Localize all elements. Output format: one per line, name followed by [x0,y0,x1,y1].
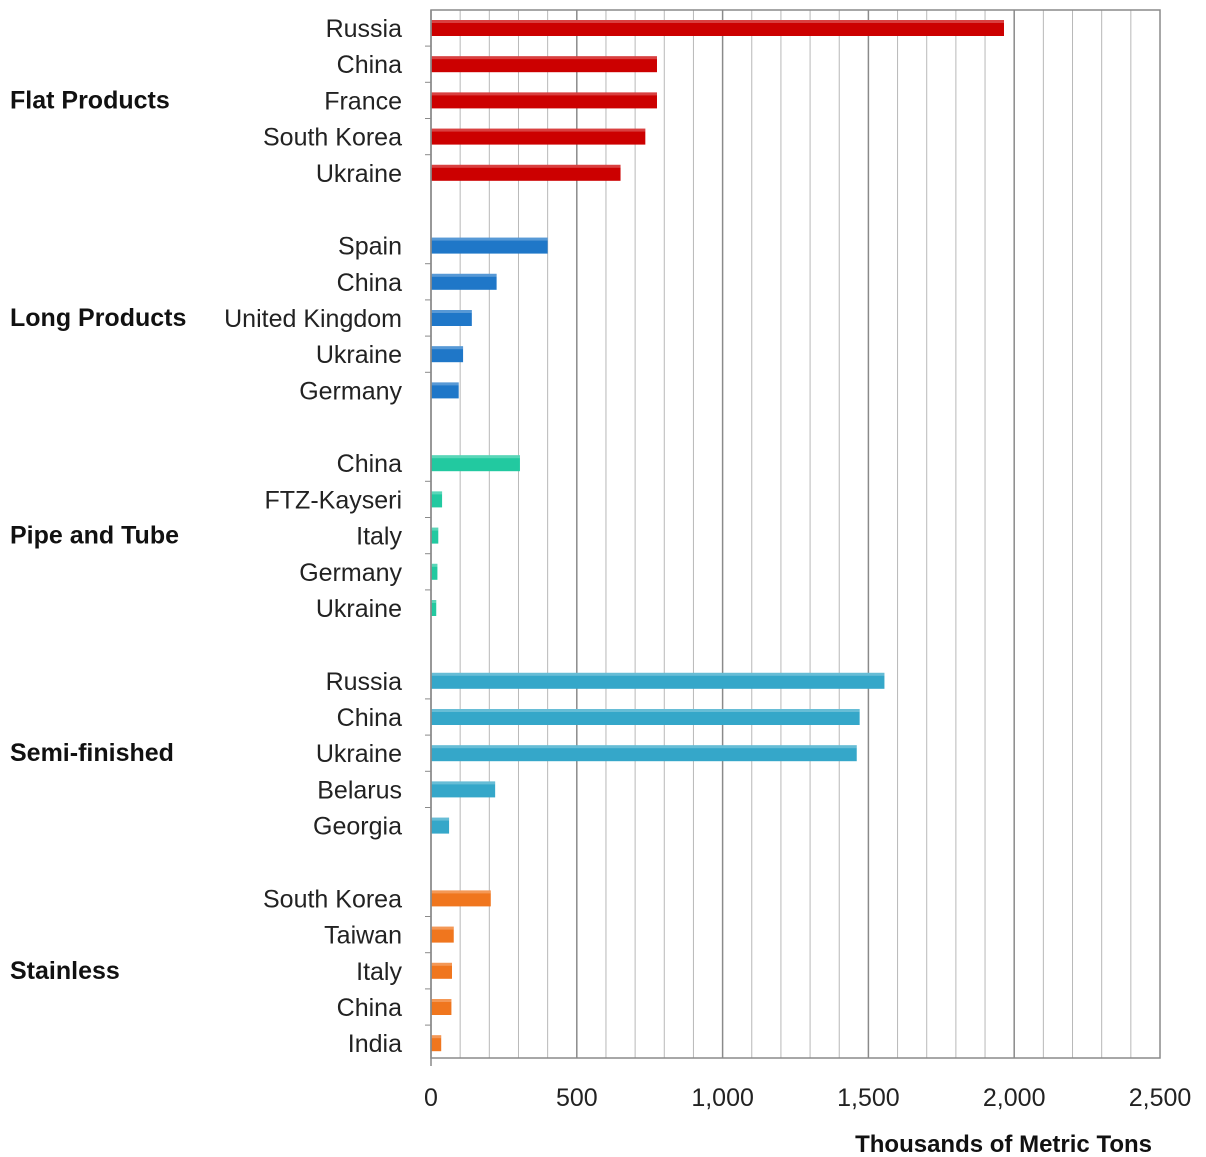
category-label: India [348,1030,402,1058]
x-tick-label: 0 [424,1084,438,1112]
bar-highlight [431,128,646,132]
x-tick-label: 1,000 [691,1084,754,1112]
bar-highlight [431,455,520,459]
bar [431,527,439,544]
group-label: Stainless [10,957,120,985]
bar [431,310,472,326]
bar-highlight [431,709,860,712]
bar-highlight [431,491,443,495]
category-label: Ukraine [316,160,402,188]
category-label: Taiwan [324,922,402,950]
bar-highlight [431,382,459,386]
x-tick-label: 2,500 [1129,1084,1192,1112]
bar-highlight [431,962,452,966]
bar [431,600,437,616]
bar [431,455,520,472]
bar-highlight [431,999,452,1002]
category-label: Russia [326,15,403,43]
bar [431,563,438,580]
category-label: South Korea [263,124,402,152]
bar-highlight [431,164,621,168]
bar [431,346,464,363]
bar [431,237,548,254]
category-label: Belarus [317,776,402,804]
bar-highlight [431,310,472,313]
bar [431,1035,442,1052]
x-tick-label: 2,000 [983,1084,1046,1112]
bar [431,128,646,145]
bar [431,962,452,979]
bar-highlight [431,781,496,785]
bar [431,20,1004,36]
bar [431,817,450,834]
category-label: FTZ-Kayseri [265,486,403,514]
bar-highlight [431,346,464,350]
x-tick-labels: 0 500 1,000 1,500 2,000 2,500 [424,1084,1191,1112]
bar [431,745,857,762]
bar-highlight [431,600,437,603]
bar [431,273,497,290]
category-label: China [337,994,402,1022]
bar [431,672,885,689]
bar-highlight [431,1035,442,1039]
category-label: South Korea [263,885,402,913]
bar [431,56,657,73]
bar-highlight [431,237,548,241]
bar [431,382,459,399]
category-label: Russia [326,668,403,696]
x-tick-label: 1,500 [837,1084,900,1112]
bar-highlight [431,672,885,676]
bar-highlight [431,527,439,531]
bar [431,999,452,1015]
category-label: Georgia [313,813,402,841]
category-label: China [337,269,402,297]
category-label: Ukraine [316,595,402,623]
category-label: France [324,87,402,115]
bar-highlight [431,890,491,894]
bar-highlight [431,273,497,277]
category-label: Italy [356,523,402,551]
bar [431,781,496,798]
category-label: Germany [299,559,402,587]
bar [431,92,657,109]
category-label: China [337,450,402,478]
bar [431,164,621,181]
bar-highlight [431,92,657,96]
bar [431,709,860,725]
bar-highlight [431,56,657,60]
category-label: Germany [299,377,402,405]
category-label: China [337,51,402,79]
x-tick-label: 500 [556,1084,598,1112]
bar-highlight [431,20,1004,23]
category-label: Spain [338,233,402,261]
group-label: Semi-finished [10,739,174,767]
group-label: Pipe and Tube [10,522,179,550]
bar-highlight [431,563,438,567]
group-label: Long Products [10,304,186,332]
category-label: Ukraine [316,740,402,768]
bar [431,491,443,508]
category-label: United Kingdom [224,305,402,333]
bar [431,890,491,907]
bar [431,926,454,943]
category-label: Ukraine [316,341,402,369]
bar-highlight [431,745,857,749]
group-label: Flat Products [10,86,170,114]
group-labels: Flat Products Long Products Pipe and Tube S… [10,86,186,984]
bar-highlight [431,817,450,821]
plot-frame [425,9,1161,1066]
category-label: China [337,704,402,732]
category-label: Italy [356,958,402,986]
gridlines [459,10,1132,1058]
bars [431,20,1004,1052]
bar-highlight [431,926,454,930]
category-labels: Russia China France South Korea Ukraine Spain… [224,15,402,1058]
x-axis-title: Thousands of Metric Tons [855,1131,1152,1157]
